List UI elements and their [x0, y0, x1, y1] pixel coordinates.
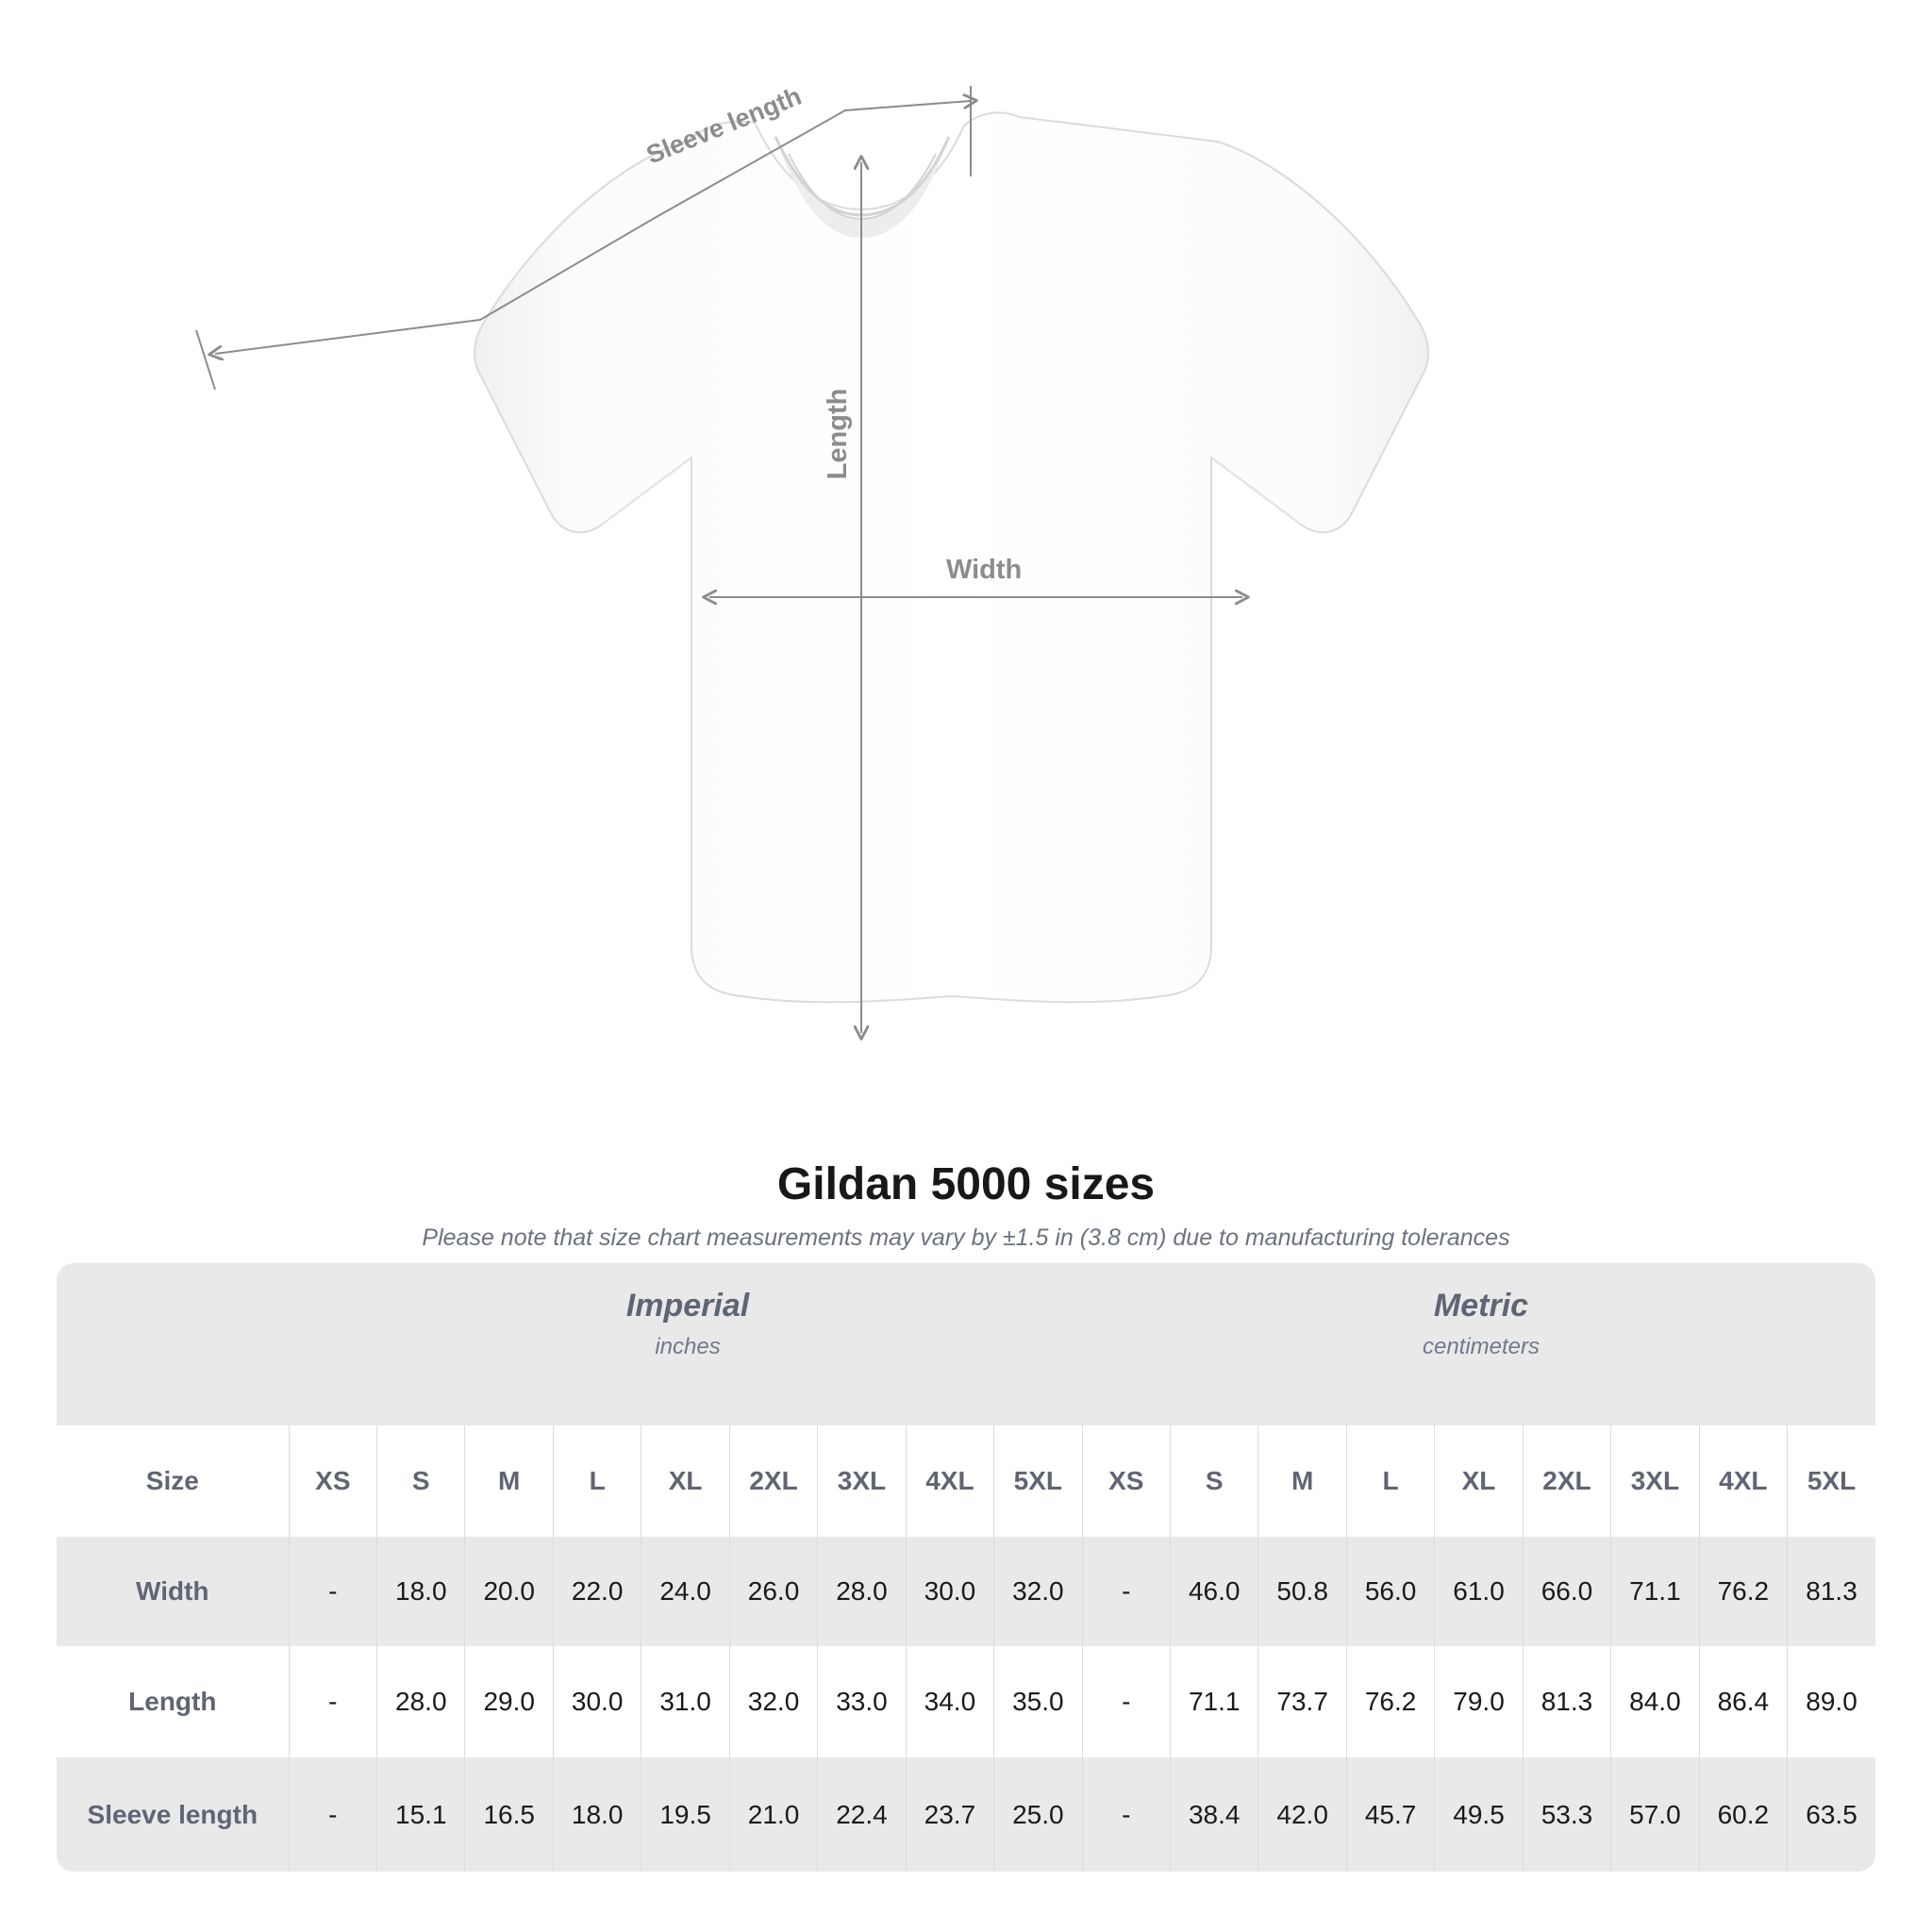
- svg-text:Length: Length: [823, 389, 853, 480]
- svg-text:Width: Width: [946, 555, 1022, 585]
